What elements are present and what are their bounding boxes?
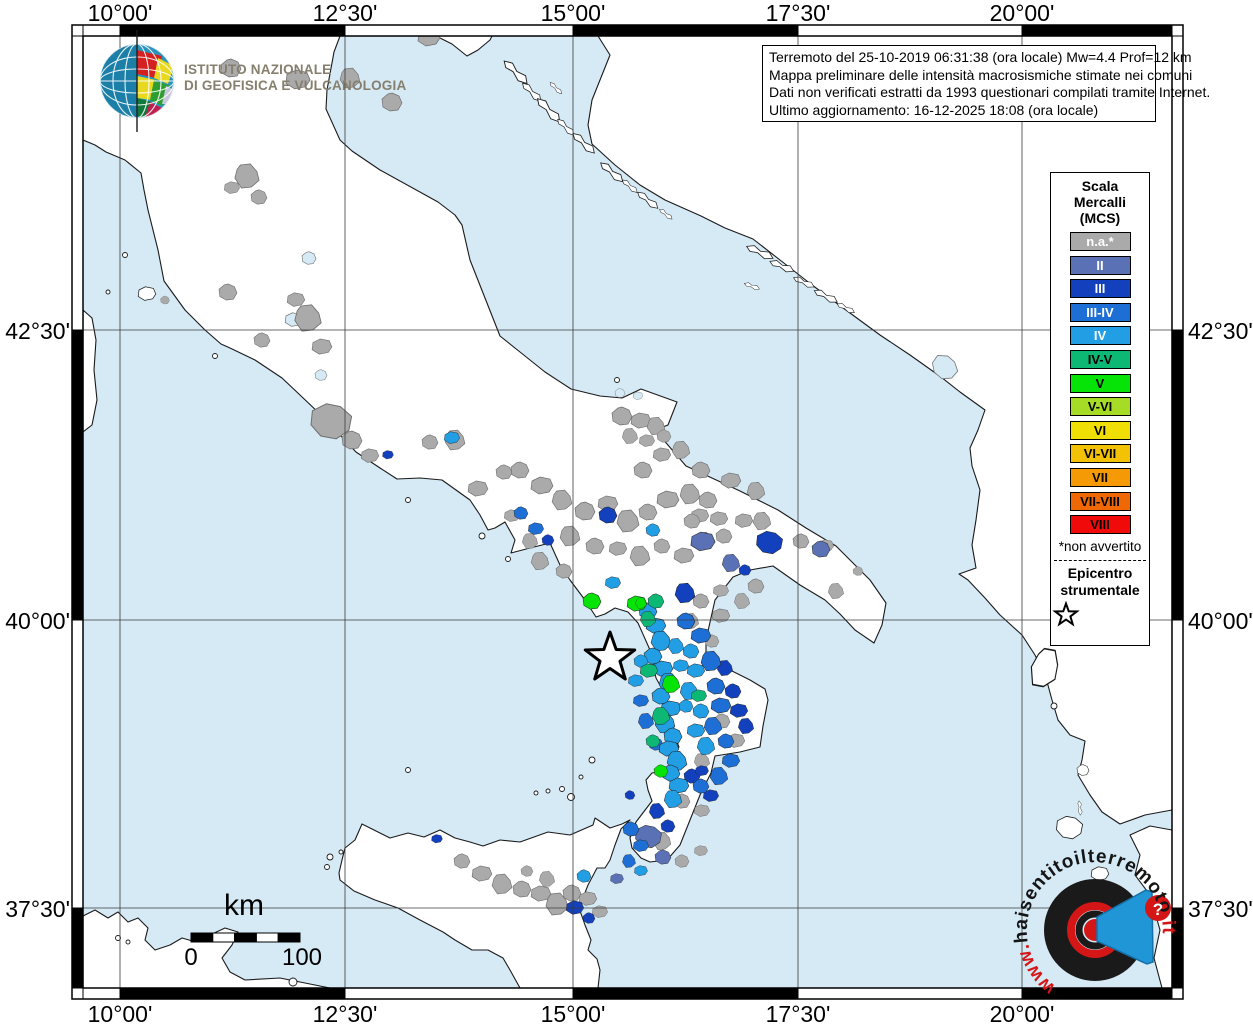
graticule <box>83 36 1172 988</box>
ingv-logo-line1: ISTITUTO NAZIONALE <box>184 62 332 77</box>
intensity-legend: Scala Mercalli (MCS) n.a.* II III III-IV… <box>1050 172 1150 646</box>
coastline-istria <box>435 36 493 57</box>
scalebar-start-label: 0 <box>184 944 198 971</box>
ionian-islands <box>1024 644 1110 881</box>
watermark-tld: .it <box>1156 912 1179 935</box>
event-info-box: Terremoto del 25-10-2019 06:31:38 (ora l… <box>762 45 1211 122</box>
event-info-line: Mappa preliminare delle intensità macros… <box>769 66 1193 83</box>
legend-swatch-ii: II <box>1069 255 1131 275</box>
legend-title-line: Scala <box>1081 178 1119 194</box>
legend-swatch-na: n.a.* <box>1069 232 1131 251</box>
scale-bar <box>190 932 301 943</box>
lon-label-top-1: 12°30' <box>312 0 378 26</box>
scalebar-end-label: 100 <box>281 944 323 971</box>
ingv-logo-line2: DI GEOFISICA E VULCANOLOGIA <box>184 77 407 93</box>
lon-label-bottom-3: 17°30' <box>765 1001 831 1024</box>
lon-label-bottom-2: 15°00' <box>540 1001 606 1024</box>
legend-swatch-vii-viii: VII-VIII <box>1069 491 1131 511</box>
coastline-corsica <box>83 309 98 433</box>
legend-swatch-viii: VIII <box>1069 515 1131 535</box>
lon-label-top-4: 20°00' <box>989 0 1055 26</box>
legend-title-line: (MCS) <box>1079 210 1121 226</box>
legend-swatch-iii-iv: III-IV <box>1069 302 1131 322</box>
lon-label-top-2: 15°00' <box>540 0 606 26</box>
legend-swatch-iv: IV <box>1069 326 1131 346</box>
lat-label-left-0: 42°30' <box>5 318 70 344</box>
legend-swatch-v-vi: V-VI <box>1069 397 1131 417</box>
ingv-logo-text: ISTITUTO NAZIONALE DI GEOFISICA E VULCAN… <box>184 62 406 93</box>
legend-swatch-vi: VI <box>1069 420 1131 440</box>
lon-label-bottom-4: 20°00' <box>989 1001 1055 1024</box>
watermark-question-icon: ? <box>1153 900 1163 919</box>
lat-label-left-2: 37°30' <box>5 896 70 922</box>
lat-label-right-1: 40°00' <box>1188 608 1253 634</box>
lat-label-left-1: 40°00' <box>5 608 70 634</box>
legend-epicenter-label-line: Epicentro <box>1067 564 1133 581</box>
event-info-line: Dati non verificati estratti da 1993 que… <box>769 84 1211 100</box>
lat-label-right-0: 42°30' <box>1188 318 1253 344</box>
lat-label-right-2: 37°30' <box>1188 896 1253 922</box>
event-info-line: Terremoto del 25-10-2019 06:31:38 (ora l… <box>769 49 1192 65</box>
ingv-logo-icon <box>100 30 174 132</box>
legend-swatch-vii: VII <box>1069 467 1131 487</box>
legend-swatch-iv-v: IV-V <box>1069 349 1131 369</box>
legend-footnote: *non avvertito <box>1058 538 1142 554</box>
map-frame <box>71 24 1184 1000</box>
coastline-sicily <box>338 817 631 988</box>
event-info-line: Ultimo aggiornamento: 16-12-2025 18:08 (… <box>769 101 1099 118</box>
legend-title-line: Mercalli <box>1073 194 1127 210</box>
lon-label-top-3: 17°30' <box>765 0 831 26</box>
legend-divider <box>1054 559 1146 561</box>
legend-epicenter-label-line: strumentale <box>1060 581 1140 598</box>
lon-label-bottom-0: 10°00' <box>87 1001 153 1024</box>
lon-label-bottom-1: 12°30' <box>312 1001 378 1024</box>
legend-swatch-iii: III <box>1069 279 1131 299</box>
legend-swatch-vi-vii: VI-VII <box>1069 444 1131 464</box>
scalebar-unit-label: km <box>224 889 264 922</box>
legend-swatch-v: V <box>1069 373 1131 393</box>
legend-epicenter-star-icon <box>1054 602 1078 625</box>
lon-label-top-0: 10°00' <box>87 0 153 26</box>
